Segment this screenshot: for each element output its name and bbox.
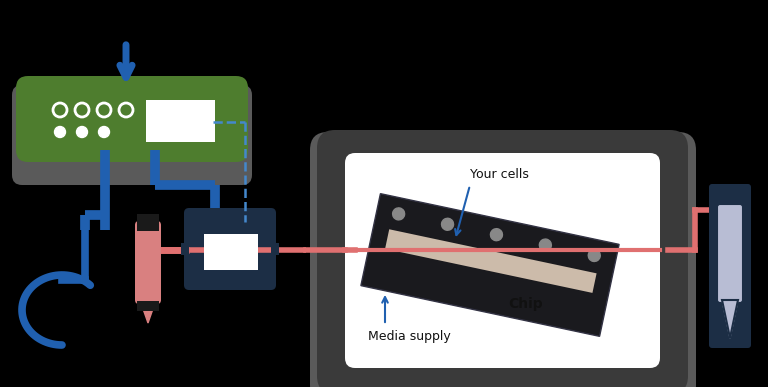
FancyBboxPatch shape <box>137 301 159 311</box>
Circle shape <box>55 127 65 137</box>
Polygon shape <box>722 300 738 338</box>
Text: Media supply: Media supply <box>368 330 451 343</box>
FancyBboxPatch shape <box>361 194 619 336</box>
FancyBboxPatch shape <box>135 221 161 304</box>
Polygon shape <box>141 303 155 323</box>
FancyBboxPatch shape <box>184 208 276 290</box>
FancyBboxPatch shape <box>717 204 743 303</box>
Circle shape <box>98 127 110 137</box>
FancyBboxPatch shape <box>709 184 751 348</box>
FancyBboxPatch shape <box>715 191 745 209</box>
Circle shape <box>392 208 405 220</box>
FancyBboxPatch shape <box>715 191 745 209</box>
Circle shape <box>588 250 601 262</box>
Circle shape <box>491 229 502 241</box>
FancyBboxPatch shape <box>16 76 248 162</box>
FancyBboxPatch shape <box>385 229 597 293</box>
FancyBboxPatch shape <box>271 243 279 255</box>
Text: Your cells: Your cells <box>470 168 529 181</box>
FancyBboxPatch shape <box>717 204 743 303</box>
Polygon shape <box>722 300 738 338</box>
FancyBboxPatch shape <box>345 153 660 368</box>
Circle shape <box>539 239 551 251</box>
FancyBboxPatch shape <box>181 243 189 255</box>
FancyBboxPatch shape <box>204 234 258 270</box>
Text: Chip: Chip <box>508 297 543 311</box>
FancyBboxPatch shape <box>137 214 159 231</box>
FancyBboxPatch shape <box>146 100 215 142</box>
FancyBboxPatch shape <box>12 85 252 185</box>
Circle shape <box>77 127 88 137</box>
FancyBboxPatch shape <box>317 130 688 387</box>
FancyBboxPatch shape <box>310 132 696 387</box>
Circle shape <box>442 218 454 230</box>
